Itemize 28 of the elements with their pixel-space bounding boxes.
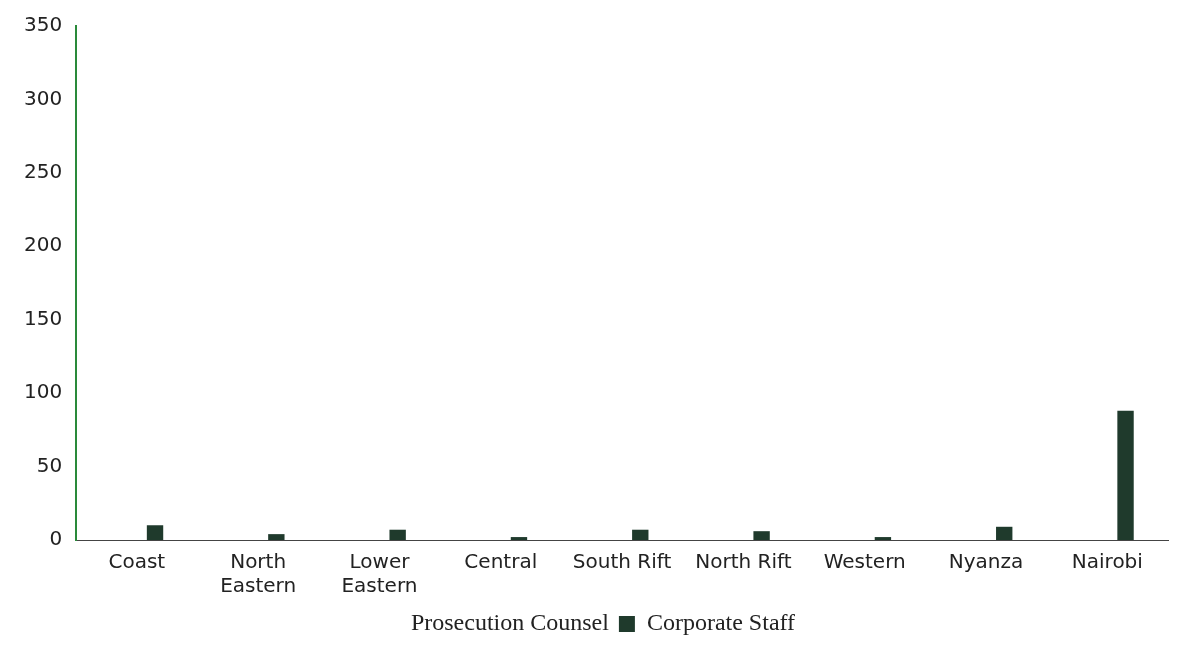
y-tick-label: 150 [23,305,63,330]
bar [389,529,406,540]
y-tick-label: 350 [23,12,63,37]
y-tick-label: 300 [23,85,63,110]
bar [874,537,892,540]
y-tick-label: 0 [49,526,63,551]
x-tick-label: Nyanza [948,549,1024,574]
x-tick-label: Central [464,549,538,574]
bar [632,529,649,540]
y-tick-label: 50 [36,452,63,477]
bar [268,534,285,540]
bar [996,526,1013,540]
bar [753,531,770,540]
x-tick-label: Nairobi [1071,549,1143,574]
bar [1117,410,1134,540]
y-tick-label: 200 [23,232,63,257]
legend-label: Corporate Staff [646,609,796,636]
y-tick-label: 100 [23,379,63,404]
bar [510,537,528,540]
y-tick-label: 250 [23,159,63,184]
x-tick-label: Lower Eastern [341,549,418,598]
x-tick-label: Coast [108,549,166,574]
x-tick-label: South Rift [572,549,672,574]
bar [146,525,164,540]
text: Prosecution Counsel [410,609,610,636]
x-tick-label: Western [823,549,906,574]
x-tick-label: North Rift [695,549,792,574]
x-tick-label: North Eastern [220,549,297,598]
